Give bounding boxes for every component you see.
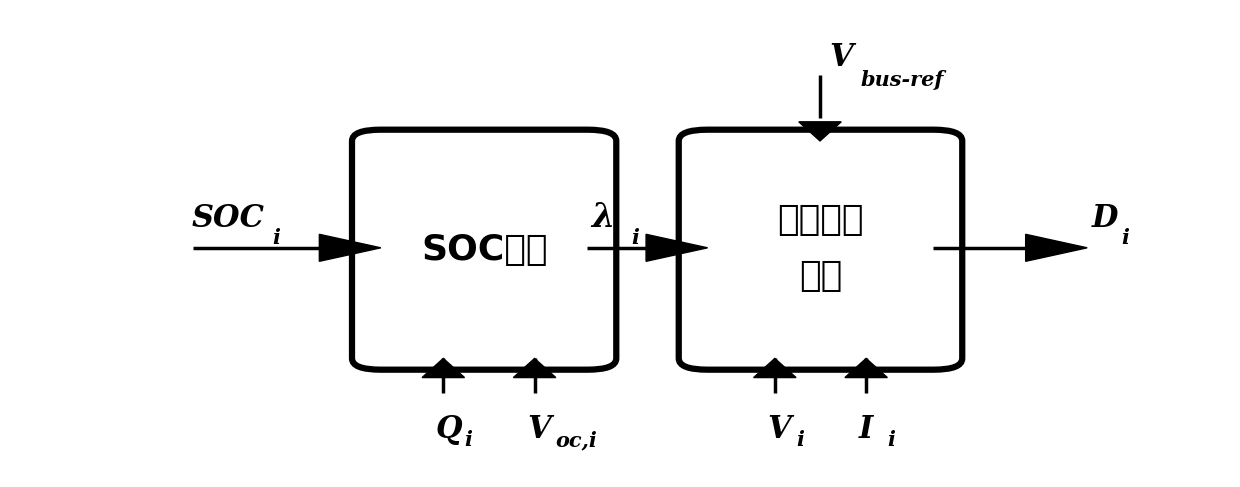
Polygon shape [513,358,556,377]
Text: i: i [888,431,895,450]
Text: oc,i: oc,i [556,431,598,450]
Text: i: i [1121,228,1128,248]
Text: λ: λ [591,201,615,234]
FancyBboxPatch shape [352,130,616,370]
Polygon shape [422,358,465,377]
FancyBboxPatch shape [678,130,962,370]
Text: 调节: 调节 [799,259,842,293]
Text: Q: Q [435,413,463,445]
Text: V: V [830,42,853,74]
Text: i: i [631,228,640,248]
Polygon shape [646,234,708,262]
Polygon shape [320,234,381,262]
Polygon shape [844,358,888,377]
Text: SOC均衡: SOC均衡 [420,233,547,267]
Text: bus-ref: bus-ref [861,70,944,90]
Polygon shape [754,358,796,377]
Text: 电压分配: 电压分配 [777,203,864,237]
Text: V: V [527,413,551,445]
Text: V: V [768,413,791,445]
Text: i: i [796,431,804,450]
Text: SOC: SOC [191,203,264,234]
Text: i: i [273,228,280,248]
Text: I: I [858,413,873,445]
Polygon shape [1025,234,1087,262]
Text: i: i [465,431,472,450]
Polygon shape [799,122,841,141]
Text: D: D [1092,203,1118,234]
